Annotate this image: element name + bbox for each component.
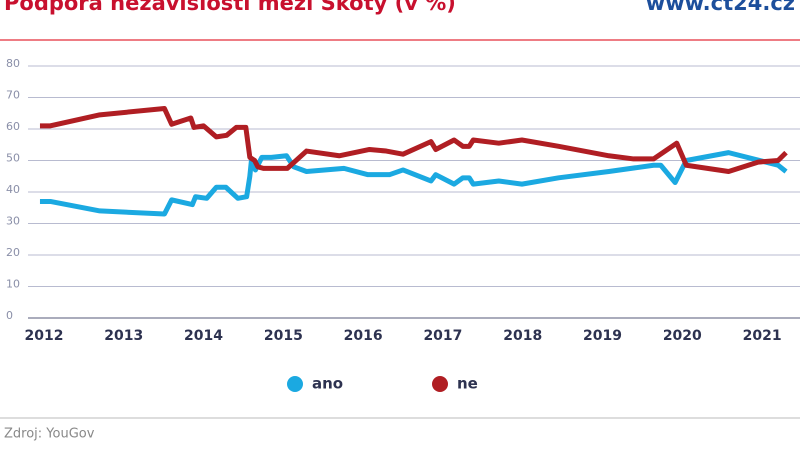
logo: www.ct24.cz [646,0,795,15]
chart-title: Podpora nezávislosti mezi Skoty (v %) [4,0,456,15]
x-tick-label: 2021 [743,328,782,344]
x-tick-label: 2019 [583,328,622,344]
x-tick-label: 2015 [264,328,303,344]
series-line [39,106,788,175]
y-tick-label: 50 [6,152,20,165]
y-tick-label: 60 [6,120,20,133]
y-tick-label: 80 [6,57,20,70]
x-tick-label: 2017 [423,328,462,344]
x-tick-label: 2013 [104,328,143,344]
x-tick-label: 2012 [24,328,63,344]
legend-marker [287,376,303,392]
series-line [39,150,788,217]
y-tick-label: 0 [6,309,13,322]
legend-label: ne [457,375,478,393]
y-tick-label: 10 [6,278,20,291]
legend-label: ano [312,375,343,393]
x-tick-label: 2016 [344,328,383,344]
y-tick-label: 20 [6,246,20,259]
legend-marker [432,376,448,392]
x-tick-label: 2020 [663,328,702,344]
x-tick-label: 2018 [503,328,542,344]
source: Zdroj: YouGov [4,427,95,442]
y-tick-label: 30 [6,215,20,228]
y-tick-label: 40 [6,183,20,196]
x-tick-label: 2014 [184,328,223,344]
y-tick-label: 70 [6,89,20,102]
